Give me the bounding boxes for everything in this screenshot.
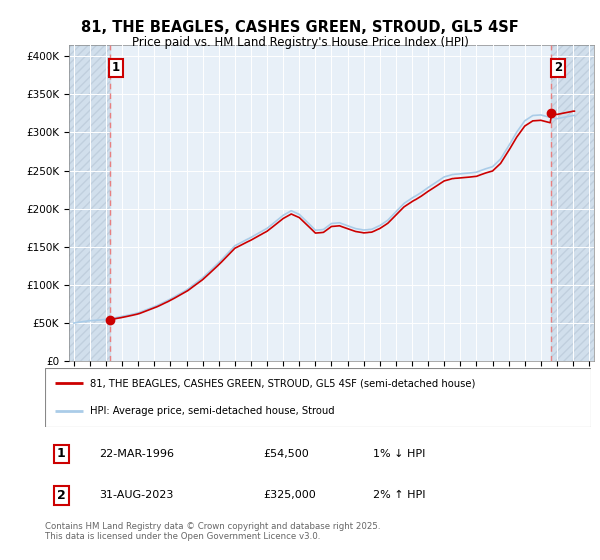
Text: 2% ↑ HPI: 2% ↑ HPI — [373, 491, 425, 501]
Text: 1% ↓ HPI: 1% ↓ HPI — [373, 449, 425, 459]
Bar — [69, 45, 110, 361]
Text: 81, THE BEAGLES, CASHES GREEN, STROUD, GL5 4SF (semi-detached house): 81, THE BEAGLES, CASHES GREEN, STROUD, G… — [90, 378, 475, 388]
Text: 1: 1 — [57, 447, 66, 460]
Text: 1: 1 — [112, 61, 120, 74]
Text: 2: 2 — [554, 61, 562, 74]
Text: £54,500: £54,500 — [263, 449, 309, 459]
Text: 2: 2 — [57, 489, 66, 502]
Text: Price paid vs. HM Land Registry's House Price Index (HPI): Price paid vs. HM Land Registry's House … — [131, 36, 469, 49]
Bar — [69, 45, 110, 361]
Text: Contains HM Land Registry data © Crown copyright and database right 2025.
This d: Contains HM Land Registry data © Crown c… — [45, 522, 380, 542]
Text: 22-MAR-1996: 22-MAR-1996 — [100, 449, 175, 459]
Text: 81, THE BEAGLES, CASHES GREEN, STROUD, GL5 4SF: 81, THE BEAGLES, CASHES GREEN, STROUD, G… — [81, 20, 519, 35]
Text: £325,000: £325,000 — [263, 491, 316, 501]
Bar — [551, 45, 594, 361]
Text: HPI: Average price, semi-detached house, Stroud: HPI: Average price, semi-detached house,… — [90, 407, 334, 417]
Bar — [551, 45, 594, 361]
Text: 31-AUG-2023: 31-AUG-2023 — [100, 491, 174, 501]
